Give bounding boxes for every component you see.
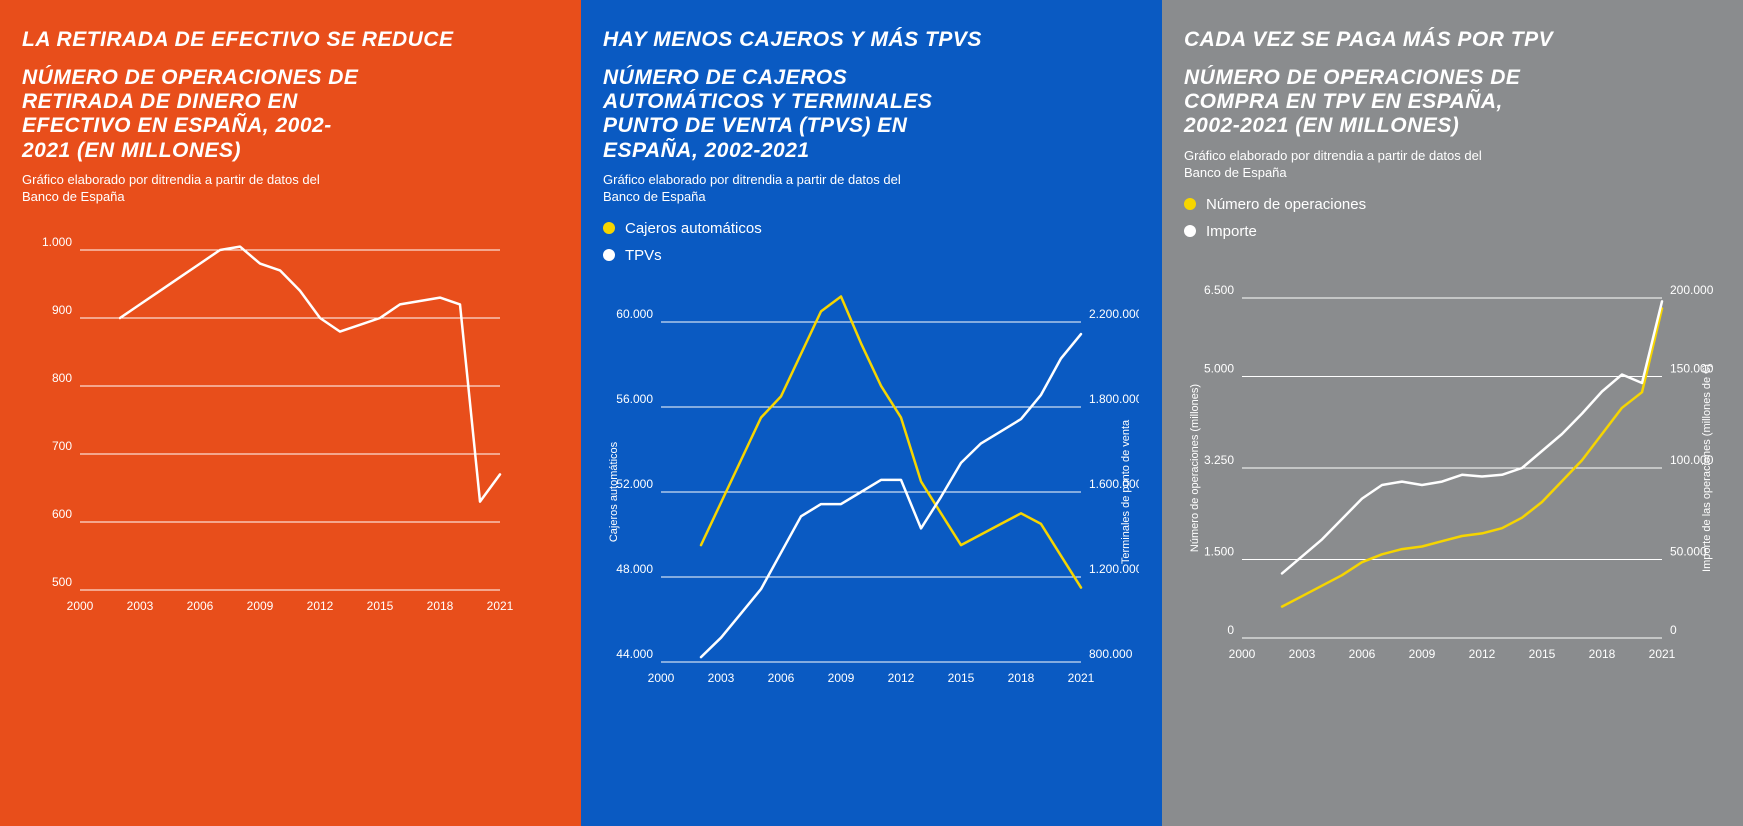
svg-text:Cajeros automáticos: Cajeros automáticos <box>608 441 620 542</box>
svg-text:2009: 2009 <box>828 671 855 685</box>
panel-2: CADA VEZ SE PAGA MÁS POR TPV NÚMERO DE OP… <box>1162 0 1743 826</box>
panel-1: HAY MENOS CAJEROS Y MÁS TPVS NÚMERO DE CA… <box>581 0 1162 826</box>
series-line <box>701 334 1081 657</box>
panel-title-secondary: NÚMERO DE OPERACIONES DE COMPRA EN TPV E… <box>1184 66 1524 138</box>
legend-label: TPVs <box>625 247 662 264</box>
svg-text:56.000: 56.000 <box>616 392 653 406</box>
svg-text:2018: 2018 <box>1589 647 1616 661</box>
chart: 01.5003.2505.0006.500050.000100.000150.0… <box>1184 268 1720 688</box>
source-text: Gráfico elaborado por ditrendia a partir… <box>603 171 903 206</box>
svg-text:2021: 2021 <box>1649 647 1676 661</box>
svg-text:2009: 2009 <box>247 599 274 613</box>
svg-text:800.000: 800.000 <box>1089 647 1133 661</box>
svg-text:2012: 2012 <box>888 671 915 685</box>
svg-text:2006: 2006 <box>1349 647 1376 661</box>
panel-title-secondary: NÚMERO DE CAJEROS AUTOMÁTICOS Y TERMINAL… <box>603 66 943 163</box>
svg-text:5.000: 5.000 <box>1204 361 1234 375</box>
svg-text:2021: 2021 <box>1068 671 1095 685</box>
source-text: Gráfico elaborado por ditrendia a partir… <box>22 171 322 206</box>
chart: 500 600 700 800 900 1.000 2000 2003 2006 2009 2012… <box>22 220 558 640</box>
legend-dot-icon <box>603 222 615 234</box>
svg-text:700: 700 <box>52 439 72 453</box>
svg-text:1.000: 1.000 <box>42 235 72 249</box>
svg-text:2015: 2015 <box>367 599 394 613</box>
svg-text:3.250: 3.250 <box>1204 453 1234 467</box>
svg-text:1.800.000: 1.800.000 <box>1089 392 1139 406</box>
series-line <box>1282 301 1662 573</box>
legend-item: Importe <box>1184 223 1721 240</box>
svg-text:2021: 2021 <box>487 599 514 613</box>
svg-text:2000: 2000 <box>648 671 675 685</box>
svg-text:52.000: 52.000 <box>616 477 653 491</box>
svg-text:60.000: 60.000 <box>616 307 653 321</box>
panel-title-secondary: NÚMERO DE OPERACIONES DE RETIRADA DE DIN… <box>22 66 362 163</box>
svg-text:0: 0 <box>1670 623 1677 637</box>
svg-text:2015: 2015 <box>948 671 975 685</box>
svg-text:0: 0 <box>1227 623 1234 637</box>
svg-text:2018: 2018 <box>1008 671 1035 685</box>
chart-area: 01.5003.2505.0006.500050.000100.000150.0… <box>1184 268 1721 814</box>
legend-label: Importe <box>1206 223 1257 240</box>
source-text: Gráfico elaborado por ditrendia a partir… <box>1184 147 1484 182</box>
legend-label: Número de operaciones <box>1206 196 1366 213</box>
svg-text:2000: 2000 <box>67 599 94 613</box>
legend-dot-icon <box>1184 198 1196 210</box>
svg-text:2000: 2000 <box>1229 647 1256 661</box>
svg-text:500: 500 <box>52 575 72 589</box>
svg-text:2006: 2006 <box>768 671 795 685</box>
infographic-container: LA RETIRADA DE EFECTIVO SE REDUCE NÚMERO … <box>0 0 1743 826</box>
chart-area: 44.00048.00052.00056.00060.000800.0001.2… <box>603 292 1140 814</box>
legend-item: Cajeros automáticos <box>603 220 1140 237</box>
legend: Número de operaciones Importe <box>1184 196 1721 250</box>
svg-text:44.000: 44.000 <box>616 647 653 661</box>
svg-text:1.500: 1.500 <box>1204 544 1234 558</box>
panel-0: LA RETIRADA DE EFECTIVO SE REDUCE NÚMERO … <box>0 0 581 826</box>
svg-text:800: 800 <box>52 371 72 385</box>
legend-label: Cajeros automáticos <box>625 220 762 237</box>
svg-text:2009: 2009 <box>1409 647 1436 661</box>
svg-text:Terminales de punto de venta: Terminales de punto de venta <box>1120 419 1132 564</box>
svg-text:6.500: 6.500 <box>1204 283 1234 297</box>
legend-dot-icon <box>1184 225 1196 237</box>
svg-text:2003: 2003 <box>127 599 154 613</box>
svg-text:2015: 2015 <box>1529 647 1556 661</box>
svg-text:600: 600 <box>52 507 72 521</box>
svg-text:Número de operaciones (millone: Número de operaciones (millones) <box>1189 384 1201 552</box>
svg-text:2003: 2003 <box>1289 647 1316 661</box>
svg-text:2012: 2012 <box>307 599 334 613</box>
svg-text:2003: 2003 <box>708 671 735 685</box>
legend-dot-icon <box>603 249 615 261</box>
chart: 44.00048.00052.00056.00060.000800.0001.2… <box>603 292 1139 712</box>
panel-title-primary: CADA VEZ SE PAGA MÁS POR TPV <box>1184 28 1721 52</box>
svg-text:2.200.000: 2.200.000 <box>1089 307 1139 321</box>
svg-text:2006: 2006 <box>187 599 214 613</box>
series-line <box>1282 308 1662 606</box>
svg-text:200.000: 200.000 <box>1670 283 1714 297</box>
legend-item: Número de operaciones <box>1184 196 1721 213</box>
series-line <box>120 246 500 501</box>
svg-text:2012: 2012 <box>1469 647 1496 661</box>
svg-text:Importe de las operaciones (mi: Importe de las operaciones (millones de … <box>1701 364 1713 572</box>
legend: Cajeros automáticos TPVs <box>603 220 1140 274</box>
svg-text:900: 900 <box>52 303 72 317</box>
svg-text:48.000: 48.000 <box>616 562 653 576</box>
legend-item: TPVs <box>603 247 1140 264</box>
chart-area: 500 600 700 800 900 1.000 2000 2003 2006 2009 2012… <box>22 220 559 814</box>
svg-text:2018: 2018 <box>427 599 454 613</box>
panel-title-primary: LA RETIRADA DE EFECTIVO SE REDUCE <box>22 28 559 52</box>
series-line <box>701 296 1081 587</box>
panel-title-primary: HAY MENOS CAJEROS Y MÁS TPVS <box>603 28 1140 52</box>
